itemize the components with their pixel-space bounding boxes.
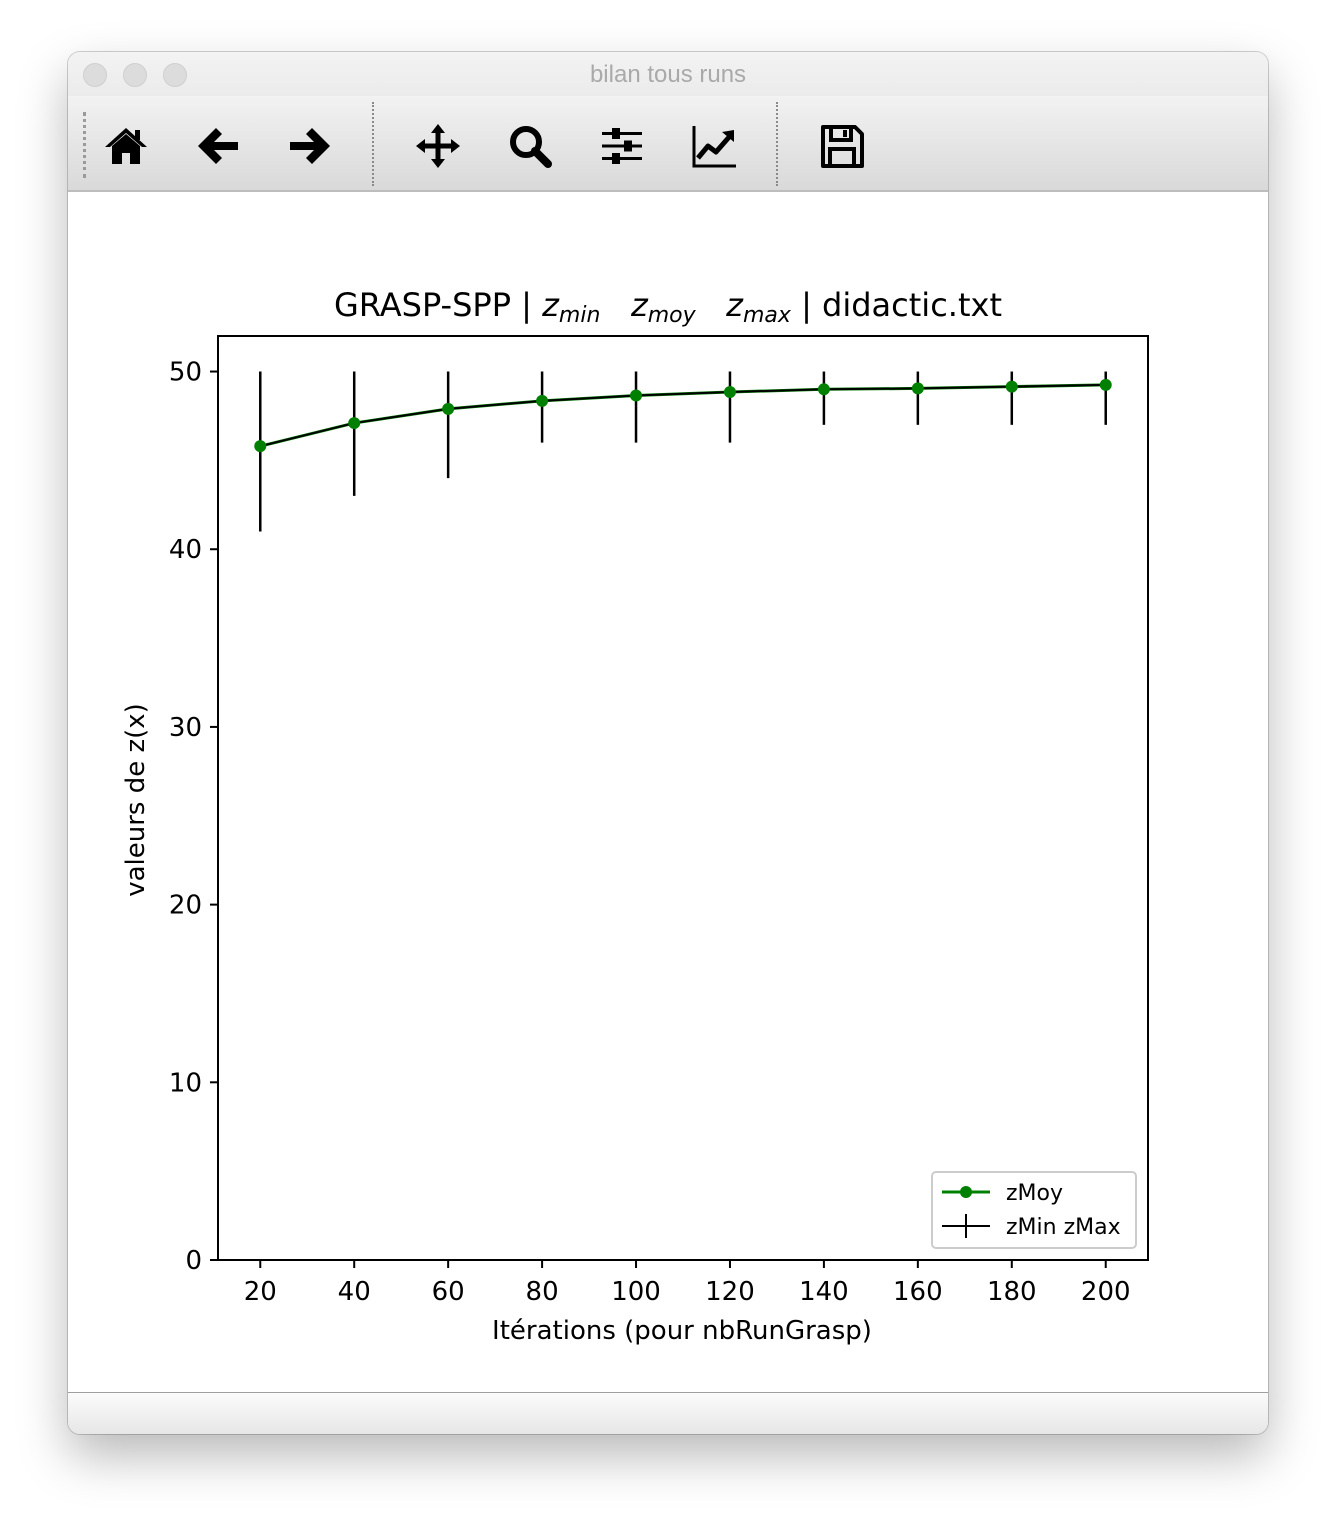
x-tick-label: 200 [1081,1277,1131,1307]
data-point-zmoy [1005,380,1018,393]
data-point-zmoy [723,385,736,398]
edit-axis-button[interactable] [682,114,746,178]
x-tick-label: 120 [705,1277,755,1307]
y-axis-label: valeurs de z(x) [121,703,151,897]
zoom-window-button[interactable] [163,63,187,87]
data-point-zmoy [254,440,267,453]
pan-button[interactable] [406,114,470,178]
chart-title-zmoy-sub: moy [647,303,696,328]
home-icon [105,128,147,164]
x-tick-label: 180 [987,1277,1037,1307]
data-point-zmoy [442,402,455,415]
toolbar-separator [776,102,778,186]
legend-label-zmoy: zMoy [1006,1181,1063,1206]
edit-axis-curve-icon [692,126,736,168]
pan-move-icon [416,124,460,168]
data-point-zmoy [817,383,830,396]
window-title: bilan tous runs [589,61,747,88]
chart-title-zmoy: z [630,286,648,324]
data-point-zmoy [911,382,924,395]
chart-title-zmin-sub: min [558,303,601,328]
x-tick-label: 80 [526,1277,559,1307]
toolbar-grip-handle[interactable] [83,112,86,178]
subplots-sliders-icon [602,128,642,164]
chart-title-zmax-sub: max [742,303,791,328]
title-bar[interactable]: bilan tous runs [68,52,1268,97]
zoom-magnifier-icon [510,126,552,168]
y-tick-label: 0 [185,1246,202,1276]
forward-arrow-icon [290,128,330,164]
back-arrow-icon [198,128,238,164]
x-tick-label: 60 [432,1277,465,1307]
data-point-zmoy [1099,378,1112,391]
y-tick-label: 20 [169,891,202,921]
x-axis-label: Itérations (pour nbRunGrasp) [492,1316,872,1346]
chart-title-suffix: | didactic.txt [790,286,1002,324]
chart-title-prefix: GRASP-SPP | [334,286,543,324]
y-tick-label: 30 [169,713,202,743]
figure-canvas[interactable]: GRASP-SPP | zmin zmoy zmax | didactic.tx… [68,192,1268,1392]
data-point-zmoy [348,417,361,430]
forward-button[interactable] [278,114,342,178]
x-tick-label: 140 [799,1277,849,1307]
x-tick-label: 20 [244,1277,277,1307]
chart-title: GRASP-SPP | zmin zmoy zmax | didactic.tx… [68,286,1268,328]
toolbar-separator [372,102,374,186]
close-window-button[interactable] [83,63,107,87]
save-button[interactable] [810,114,874,178]
zoom-button[interactable] [498,114,562,178]
legend-label-zminmax: zMin zMax [1006,1215,1121,1240]
series-line-zminmax [260,383,1106,448]
home-button[interactable] [94,114,158,178]
save-floppy-icon [821,125,864,168]
app-window: bilan tous runs [68,52,1268,1434]
data-point-zmoy [630,389,643,402]
minimize-window-button[interactable] [123,63,147,87]
plot-area: 20 40 60 80 100 120 140 160 180 200 0 10 20 30 40 50 zMo… [169,335,1149,1307]
x-tick-label: 100 [611,1277,661,1307]
axes-frame [217,335,1149,1261]
x-tick-label: 40 [338,1277,371,1307]
y-tick-label: 40 [169,535,202,565]
chart-title-zmax: z [726,286,743,324]
x-tick-label: 160 [893,1277,943,1307]
data-point-zmoy [536,394,549,407]
status-bar [68,1392,1268,1434]
legend-marker-zmoy [960,1186,972,1198]
y-tick-label: 10 [169,1068,202,1098]
configure-subplots-button[interactable] [590,114,654,178]
y-tick-label: 50 [169,358,202,388]
back-button[interactable] [186,114,250,178]
navigation-toolbar [68,96,1268,192]
chart-title-zmin: z [542,286,559,324]
